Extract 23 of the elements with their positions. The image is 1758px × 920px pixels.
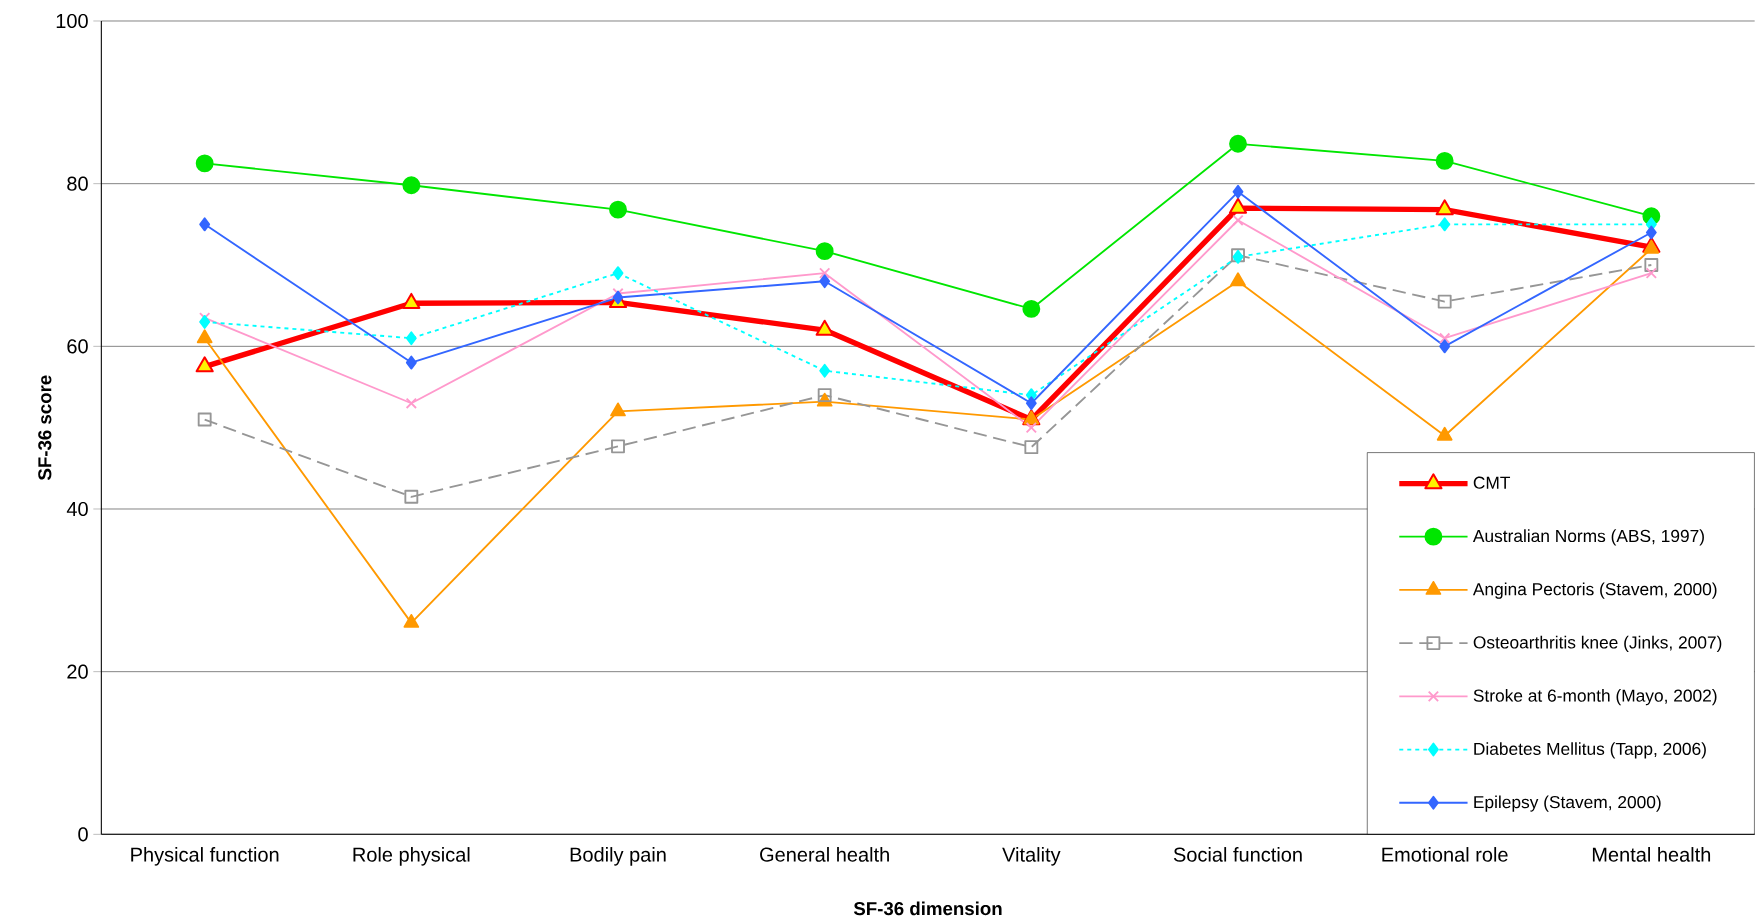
y-axis-title: SF-36 score: [38, 375, 52, 481]
legend-label: Diabetes Mellitus (Tapp, 2006): [1474, 742, 1706, 759]
y-tick-label: 80: [67, 176, 88, 191]
x-tick-label: Physical function: [131, 847, 279, 866]
y-tick-label: 60: [67, 339, 88, 354]
legend-label: Osteoarthritis knee (Jinks, 2007): [1473, 635, 1722, 653]
legend-label: Australian Norms (ABS, 1997): [1472, 529, 1704, 546]
y-tick-label: 100: [56, 14, 88, 29]
x-tick-label: General health: [760, 847, 889, 862]
x-tick-label: Role physical: [353, 847, 470, 866]
legend-label: Angina Pectoris (Stavem, 2000): [1472, 582, 1717, 599]
x-axis-title: SF-36 dimension: [853, 901, 1002, 916]
y-tick-label: 20: [67, 664, 88, 679]
y-tick-label: 0: [78, 827, 88, 842]
x-tick-label: Vitality: [1002, 847, 1061, 866]
y-tick-label: 40: [66, 502, 88, 517]
x-tick-label: Emotional role: [1382, 847, 1508, 862]
legend-label: Stroke at 6-month (Mayo, 2002): [1473, 689, 1717, 706]
x-tick-label: Bodily pain: [570, 847, 666, 866]
legend-label: Epilepsy (Stavem, 2000): [1474, 795, 1661, 812]
x-tick-label: Social function: [1173, 847, 1302, 862]
x-tick-label: Mental health: [1592, 847, 1711, 862]
legend-label: CMT: [1473, 476, 1511, 490]
